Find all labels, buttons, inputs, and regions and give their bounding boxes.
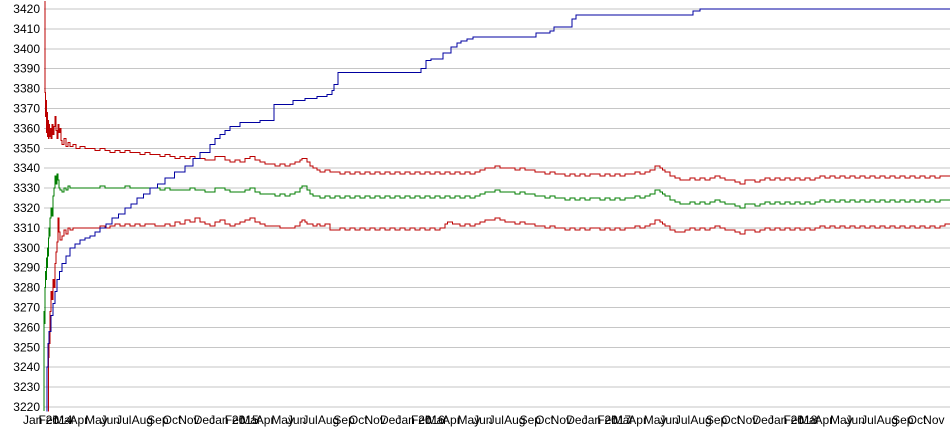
series-upper-bound-red-line <box>44 1 950 185</box>
x-tick-label: Nov <box>551 413 572 427</box>
y-tick-label: 3380 <box>13 82 40 96</box>
x-tick-label: Jan 2014 <box>23 413 73 427</box>
y-tick-label: 3310 <box>13 221 40 235</box>
x-tick-label: Aug <box>132 413 153 427</box>
y-tick-label: 3260 <box>13 320 40 334</box>
series-mean-green-line <box>43 173 950 411</box>
y-tick-label: 3360 <box>13 121 40 135</box>
y-tick-label: 3270 <box>13 301 40 315</box>
x-tick-label: May <box>830 413 853 427</box>
x-tick-label: Nov <box>923 413 944 427</box>
x-tick-label: Feb <box>597 413 618 427</box>
x-tick-label: Jan 2018 <box>768 413 818 427</box>
x-tick-label: Jun <box>473 413 492 427</box>
x-tick-label: Jul <box>116 413 131 427</box>
x-tick-label: Mar <box>54 413 75 427</box>
x-tick-label: Sep <box>147 413 169 427</box>
x-tick-label: Jan 2017 <box>582 413 632 427</box>
x-tick-label: Jan 2015 <box>209 413 259 427</box>
x-tick-label: Mar <box>427 413 448 427</box>
x-tick-label: Feb <box>225 413 246 427</box>
x-tick-label: Apr <box>815 413 834 427</box>
x-tick-label: Oct <box>349 413 368 427</box>
x-tick-label: Feb <box>783 413 804 427</box>
x-tick-label: Nov <box>737 413 758 427</box>
y-tick-label: 3220 <box>13 400 40 414</box>
x-tick-label: Jun <box>287 413 306 427</box>
x-tick-label: Oct <box>535 413 554 427</box>
y-tick-label: 3410 <box>13 22 40 36</box>
y-tick-label: 3390 <box>13 62 40 76</box>
x-tick-label: Jun <box>101 413 120 427</box>
x-tick-label: Jul <box>861 413 876 427</box>
x-tick-label: Aug <box>877 413 898 427</box>
x-tick-label: Aug <box>690 413 711 427</box>
x-tick-label: Feb <box>411 413 432 427</box>
y-tick-label: 3300 <box>13 241 40 255</box>
gridlines <box>44 8 950 408</box>
x-tick-label: Mar <box>613 413 634 427</box>
y-tick-label: 3330 <box>13 181 40 195</box>
y-tick-label: 3340 <box>13 161 40 175</box>
y-tick-label: 3400 <box>13 42 40 56</box>
y-tick-label: 3350 <box>13 141 40 155</box>
x-tick-label: May <box>458 413 481 427</box>
x-tick-label: Dec <box>380 413 401 427</box>
x-tick-label: Dec <box>194 413 215 427</box>
y-axis-labels: 3420 3410 3400 3390 3380 3370 3360 3350 3340 3330… <box>13 2 40 414</box>
y-tick-label: 3320 <box>13 201 40 215</box>
x-tick-label: Jul <box>675 413 690 427</box>
x-tick-label: Oct <box>908 413 927 427</box>
y-tick-label: 3420 <box>13 2 40 16</box>
x-tick-label: Oct <box>163 413 182 427</box>
x-tick-label: Apr <box>70 413 89 427</box>
x-tick-label: May <box>271 413 294 427</box>
x-tick-label: Jul <box>489 413 504 427</box>
x-tick-label: Sep <box>892 413 914 427</box>
y-tick-label: 3250 <box>13 340 40 354</box>
x-tick-label: Jun <box>659 413 678 427</box>
x-tick-label: Apr <box>442 413 461 427</box>
x-tick-label: Oct <box>721 413 740 427</box>
x-tick-label: May <box>85 413 108 427</box>
y-tick-label: 3230 <box>13 380 40 394</box>
x-tick-label: Apr <box>256 413 275 427</box>
x-tick-label: Feb <box>39 413 60 427</box>
x-tick-label: Aug <box>504 413 525 427</box>
y-tick-label: 3280 <box>13 281 40 295</box>
x-tick-label: Nov <box>364 413 385 427</box>
x-tick-label: Jul <box>302 413 317 427</box>
x-tick-label: Jun <box>846 413 865 427</box>
series-lower-bound-red-line <box>48 217 950 412</box>
x-tick-label: Mar <box>799 413 820 427</box>
y-tick-label: 3290 <box>13 261 40 275</box>
x-tick-label: Nov <box>178 413 199 427</box>
y-tick-label: 3240 <box>13 360 40 374</box>
y-tick-label: 3370 <box>13 102 40 116</box>
x-tick-label: May <box>644 413 667 427</box>
x-tick-label: Dec <box>566 413 587 427</box>
x-tick-label: Sep <box>333 413 355 427</box>
x-tick-label: Sep <box>520 413 542 427</box>
x-tick-label: Jan 2016 <box>395 413 445 427</box>
x-tick-label: Dec <box>752 413 773 427</box>
x-tick-label: Mar <box>240 413 261 427</box>
x-tick-label: Aug <box>318 413 339 427</box>
x-tick-label: Sep <box>706 413 728 427</box>
x-tick-label: Apr <box>628 413 647 427</box>
series-cumulative-blue-line <box>46 8 950 412</box>
